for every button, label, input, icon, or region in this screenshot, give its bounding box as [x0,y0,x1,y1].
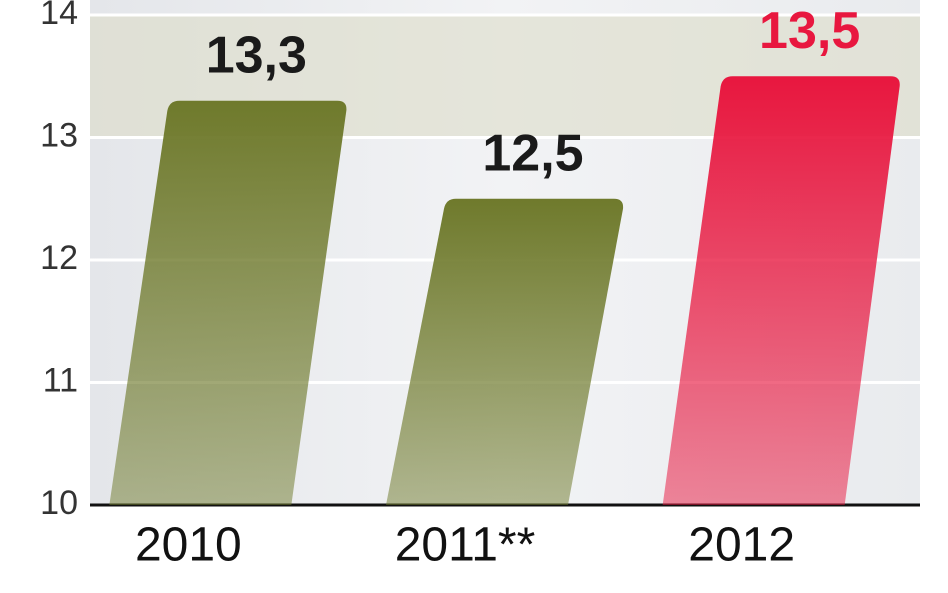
y-tick-label: 14 [40,0,78,32]
bar [662,76,900,505]
x-tick-label: 2011** [395,519,536,572]
value-label: 13,5 [759,2,860,60]
x-tick-label: 2010 [135,519,242,572]
y-tick-label: 12 [40,239,78,277]
x-tick-label: 2012 [688,519,795,572]
value-label: 13,3 [206,26,307,84]
y-tick-label: 11 [43,361,78,399]
y-tick-label: 10 [40,484,78,522]
value-label: 12,5 [482,124,583,182]
bar [109,100,347,505]
bar [386,198,624,505]
y-tick-label: 13 [40,116,78,154]
